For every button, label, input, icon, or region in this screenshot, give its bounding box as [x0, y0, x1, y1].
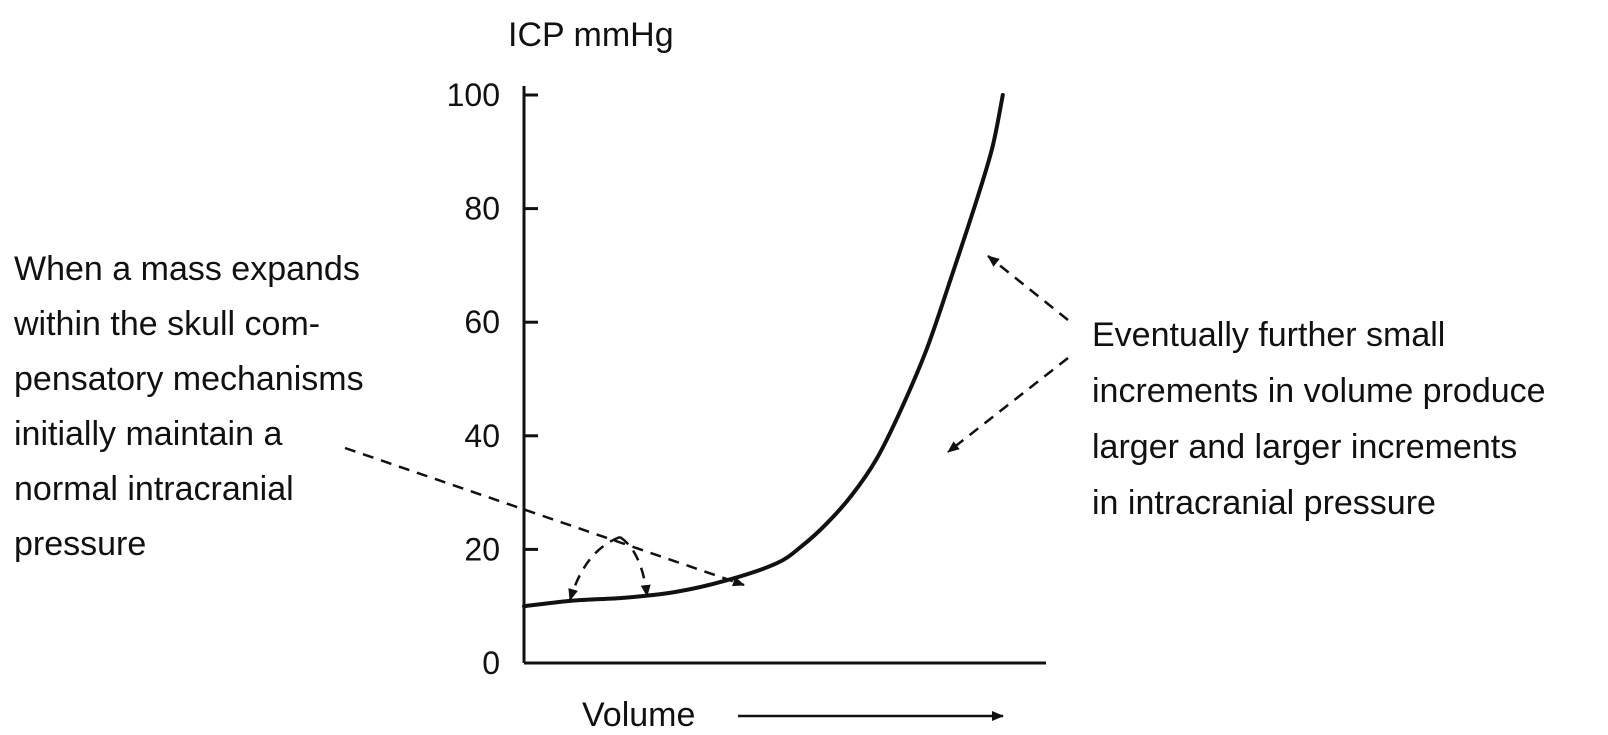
right-leader-arrow-upper	[987, 255, 1069, 321]
x-axis-title: Volume	[582, 696, 695, 734]
y-tick-label: 60	[464, 304, 500, 340]
y-tick-label: 20	[464, 531, 500, 567]
right-annotation-line: Eventually further small	[1092, 316, 1445, 354]
right-annotation-line: increments in volume produce	[1092, 372, 1546, 410]
left-annotation-line: normal intracranial	[14, 470, 294, 508]
icp-curve-line	[522, 93, 1005, 609]
compensation-arrow-right	[619, 535, 651, 597]
right-annotation-line: in intracranial pressure	[1092, 484, 1436, 522]
compensation-arrow-left	[568, 535, 621, 601]
right-annotation-line: larger and larger increments	[1092, 428, 1517, 466]
left-annotation-line: When a mass expands	[14, 250, 360, 288]
left-leader-arrow	[344, 446, 745, 587]
left-annotation-line: initially maintain a	[14, 415, 282, 453]
y-tick-label: 100	[447, 77, 500, 113]
y-tick-label: 0	[482, 645, 500, 681]
right-annotation: Eventually further small increments in v…	[1092, 316, 1546, 522]
annotation-arrows	[344, 255, 1069, 601]
y-tick-label: 80	[464, 191, 500, 227]
left-annotation: When a mass expands within the skull com…	[13, 250, 364, 563]
left-annotation-line: pensatory mechanisms	[14, 360, 364, 398]
axes	[522, 86, 1046, 665]
y-ticks: 0 20 40 60 80 100	[447, 77, 538, 681]
y-tick-label: 40	[464, 418, 500, 454]
left-annotation-line: within the skull com-	[13, 305, 320, 343]
left-annotation-line: pressure	[14, 525, 146, 563]
right-leader-arrow-lower	[947, 357, 1069, 453]
y-axis-title: ICP mmHg	[508, 16, 674, 54]
